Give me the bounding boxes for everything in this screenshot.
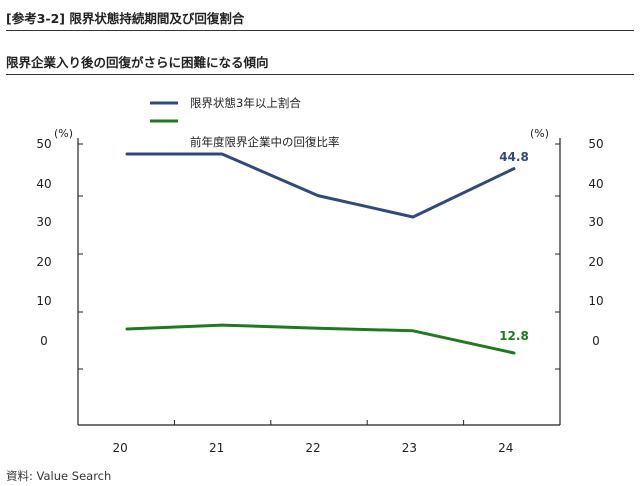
series-limit-3yr-line-point [316,194,320,197]
y-tick-label-left: 50 [36,137,51,151]
y-tick-label-left: 20 [36,255,51,269]
chart-subtitle: 限界企業入り後の回復がさらに困難になる傾向 [6,55,269,70]
series-recovery-ratio-line [125,323,516,355]
data-label-recovery-ratio: 12.8 [499,329,529,343]
y-tick-label-left: 30 [36,215,51,229]
x-tick-label: 24 [498,441,513,455]
series-recovery-ratio-line-point [316,327,320,330]
title-divider [6,30,634,31]
subtitle-divider [6,74,634,75]
y-unit-right: (%) [530,127,549,140]
series-limit-3yr-line-point [125,152,129,156]
series-limit-3yr-line-point [411,215,415,219]
y-tick-label-right: 40 [588,177,603,191]
series-recovery-ratio-line-point [125,327,129,331]
y-tick-label-left: 0 [40,334,48,348]
y-tick-label-right: 0 [592,334,600,348]
x-tick-label: 23 [402,441,417,455]
x-tick-label: 22 [305,441,320,455]
source-note: 資料: Value Search [6,469,112,483]
series-recovery-ratio-line-point [512,351,516,355]
y-tick-label-right: 10 [588,294,603,308]
y-tick-label-right: 20 [588,255,603,269]
x-tick-label: 20 [113,441,128,455]
legend-label-limit-3yr: 限界状態3年以上割合 [190,96,301,110]
legend-label-recovery-ratio: 前年度限界企業中の回復比率 [190,135,340,149]
series-limit-3yr-line-point [512,167,516,170]
report-title: [参考3-2] 限界状態持続期間及び回復割合 [6,11,245,26]
series-limit-3yr-line [125,152,516,219]
series-recovery-ratio-line-point [220,323,224,327]
series-recovery-ratio-line-point [411,329,415,332]
y-tick-label-left: 10 [36,294,51,308]
y-unit-left: (%) [54,127,73,140]
data-label-limit-3yr: 44.8 [499,150,529,164]
y-tick-label-left: 40 [36,177,51,191]
y-tick-label-right: 30 [588,215,603,229]
x-tick-label: 21 [209,441,224,455]
y-tick-label-right: 50 [588,137,603,151]
series-limit-3yr-line-point [220,152,224,156]
